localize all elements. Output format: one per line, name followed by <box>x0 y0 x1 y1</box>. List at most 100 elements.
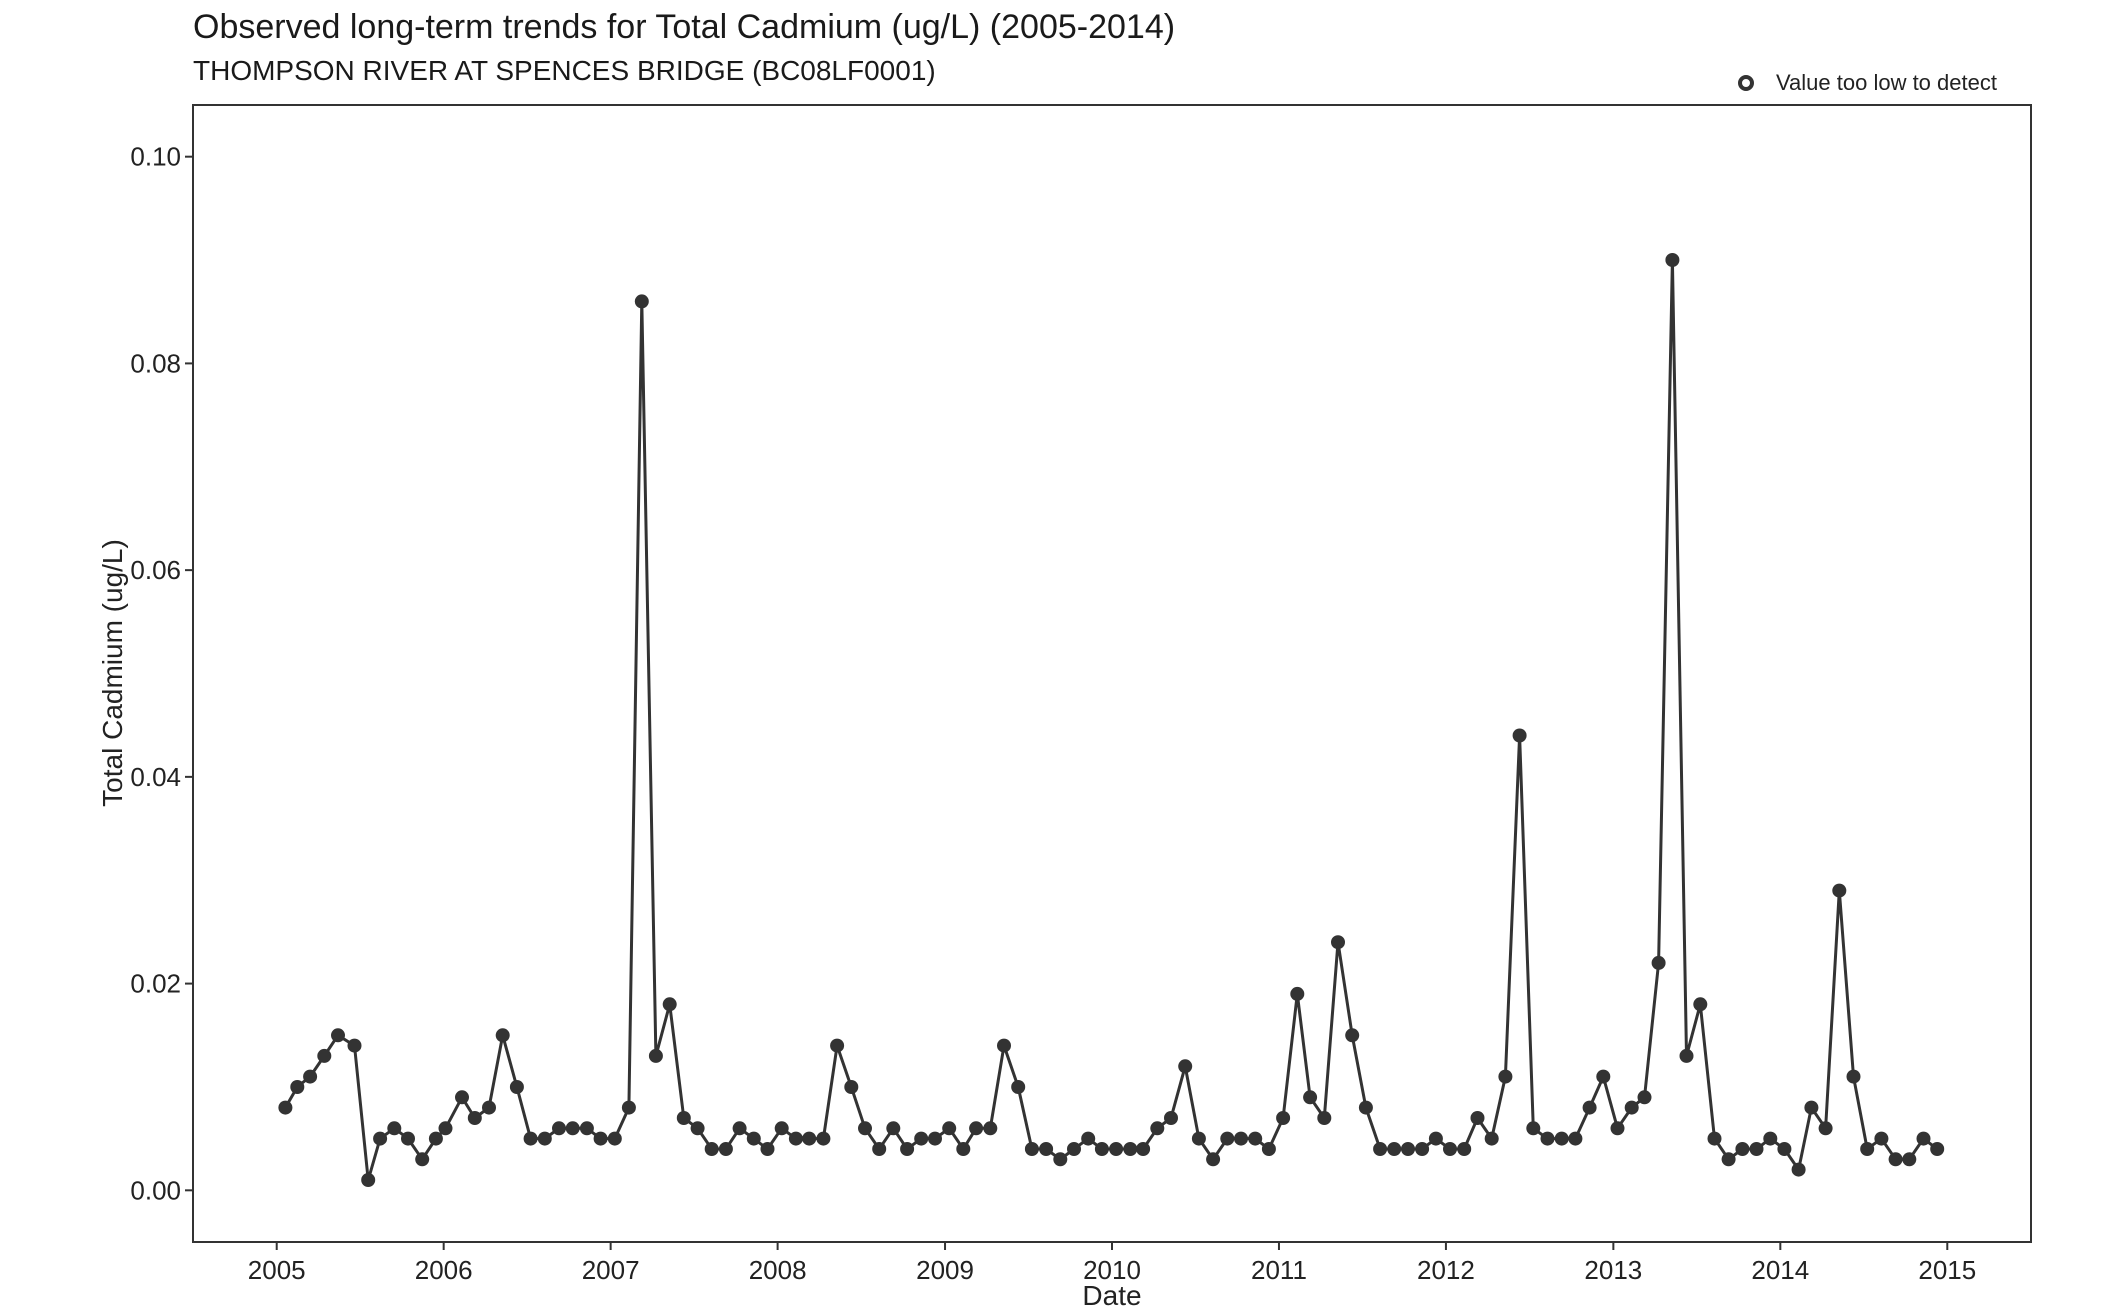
data-point <box>1401 1142 1415 1156</box>
data-point <box>1317 1111 1332 1125</box>
data-point <box>1846 1069 1861 1084</box>
x-tick-label: 2013 <box>1584 1255 1642 1285</box>
data-point <box>523 1131 538 1146</box>
data-point <box>1331 935 1345 950</box>
data-point <box>1777 1142 1792 1156</box>
data-point <box>774 1121 789 1136</box>
data-point <box>900 1142 915 1156</box>
data-point <box>1081 1131 1096 1146</box>
data-point <box>373 1131 388 1146</box>
x-tick-label: 2008 <box>749 1255 807 1285</box>
chart-subtitle: THOMPSON RIVER AT SPENCES BRIDGE (BC08LF… <box>193 55 936 86</box>
series-points <box>278 253 1945 1187</box>
data-point <box>1554 1131 1569 1146</box>
data-point <box>1024 1142 1039 1156</box>
x-tick-label: 2012 <box>1417 1255 1475 1285</box>
data-point <box>1053 1152 1068 1167</box>
data-point <box>593 1131 608 1146</box>
data-point <box>361 1173 376 1187</box>
data-point <box>760 1142 775 1156</box>
data-point <box>1693 997 1708 1012</box>
data-point <box>648 1048 663 1063</box>
data-point <box>401 1131 415 1146</box>
data-point <box>662 997 677 1012</box>
data-point <box>1902 1152 1917 1167</box>
data-point <box>1763 1131 1778 1146</box>
x-tick-label: 2011 <box>1251 1255 1307 1285</box>
data-point <box>537 1131 552 1146</box>
x-tick-label: 2009 <box>916 1255 974 1285</box>
data-point <box>278 1100 293 1115</box>
y-axis: 0.00 0.02 0.04 0.06 0.08 0.10 <box>130 142 193 1205</box>
x-tick-label: 2006 <box>415 1255 473 1285</box>
legend-label: Value too low to detect <box>1776 70 1997 95</box>
data-point <box>621 1100 636 1115</box>
data-point <box>1150 1121 1165 1136</box>
x-axis-title: Date <box>1082 1280 1141 1309</box>
y-tick-label: 0.00 <box>130 1175 181 1205</box>
data-point <box>942 1121 957 1136</box>
data-point <box>1498 1069 1513 1084</box>
data-point <box>914 1131 929 1146</box>
data-point <box>495 1028 510 1043</box>
y-tick-label: 0.06 <box>130 555 181 585</box>
data-point <box>1540 1131 1555 1146</box>
data-point <box>788 1131 803 1146</box>
data-point <box>1610 1121 1625 1136</box>
x-axis: 2005 2006 2007 2008 2009 2010 2011 2012 2013 2014… <box>248 1242 1976 1285</box>
data-point <box>1358 1100 1373 1115</box>
data-point <box>1373 1142 1388 1156</box>
data-point <box>482 1100 496 1115</box>
data-point <box>1930 1142 1945 1156</box>
data-point <box>1568 1131 1583 1146</box>
data-point <box>1832 883 1847 898</box>
data-point <box>983 1121 998 1136</box>
data-point <box>858 1121 872 1136</box>
data-point <box>1178 1059 1193 1074</box>
data-point <box>1136 1142 1151 1156</box>
data-point <box>830 1038 845 1053</box>
data-point <box>438 1121 453 1136</box>
y-axis-title: Total Cadmium (ug/L) <box>97 539 128 807</box>
data-point <box>1596 1069 1611 1084</box>
data-point <box>1039 1142 1054 1156</box>
data-point <box>303 1069 318 1084</box>
data-point <box>1624 1100 1639 1115</box>
data-point <box>997 1038 1011 1053</box>
data-point <box>718 1142 733 1156</box>
data-point <box>1874 1131 1889 1146</box>
plot-panel <box>192 104 2032 1243</box>
data-point <box>552 1121 566 1136</box>
data-point <box>1526 1121 1541 1136</box>
data-point <box>1443 1142 1457 1156</box>
x-tick-label: 2014 <box>1751 1255 1809 1285</box>
data-point <box>387 1121 402 1136</box>
data-point <box>317 1048 332 1063</box>
data-point <box>455 1090 469 1105</box>
y-tick-label: 0.04 <box>130 762 181 792</box>
data-point <box>579 1121 594 1136</box>
data-point <box>1860 1142 1875 1156</box>
data-point <box>347 1038 362 1053</box>
data-point <box>1582 1100 1597 1115</box>
legend: Value too low to detect <box>1738 66 1997 100</box>
y-tick-label: 0.02 <box>130 969 181 999</box>
data-point <box>1109 1142 1124 1156</box>
data-point <box>1067 1142 1081 1156</box>
data-point <box>1665 253 1680 267</box>
data-point <box>1791 1162 1806 1177</box>
data-point <box>1303 1090 1318 1105</box>
chart-title: Observed long-term trends for Total Cadm… <box>193 8 1176 46</box>
data-point <box>1261 1142 1276 1156</box>
y-tick-label: 0.08 <box>130 348 181 378</box>
data-point <box>290 1080 305 1094</box>
data-point <box>886 1121 901 1136</box>
data-point <box>816 1131 831 1146</box>
data-point <box>1164 1111 1178 1125</box>
data-point <box>1011 1080 1026 1094</box>
data-point <box>331 1028 345 1043</box>
data-point <box>844 1080 859 1094</box>
data-point <box>607 1131 622 1146</box>
data-point <box>1484 1131 1499 1146</box>
data-point <box>467 1111 482 1125</box>
